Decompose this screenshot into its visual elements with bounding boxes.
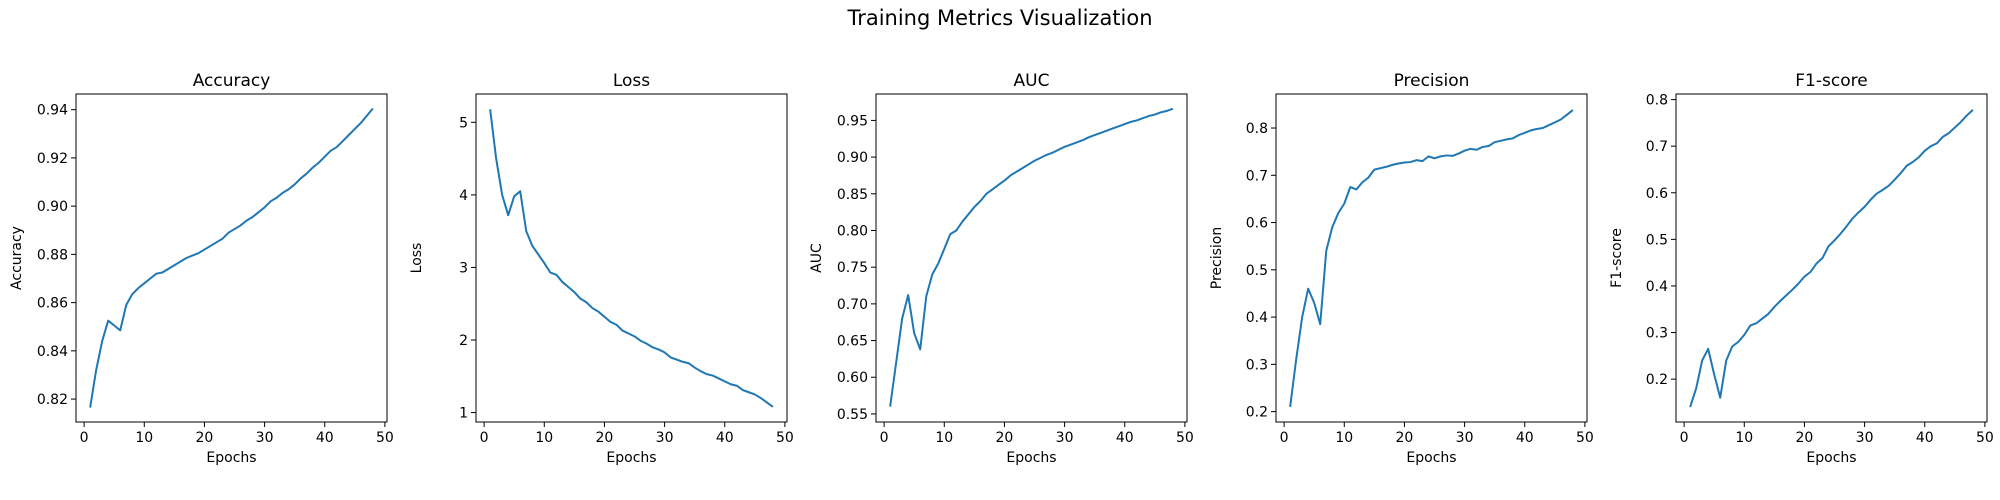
y-tick-label: 0.82 (37, 392, 68, 408)
x-tick-label: 40 (716, 430, 734, 446)
x-tick-label: 40 (1516, 430, 1534, 446)
x-tick-label: 30 (1056, 430, 1074, 446)
y-tick-label: 0.5 (1246, 263, 1268, 279)
panel-title: Loss (613, 71, 650, 91)
x-tick-label: 50 (1976, 430, 1994, 446)
chart-panel-loss: Loss 0 10 20 30 40 50 1 2 3 4 5 Epochs Loss (409, 71, 794, 466)
x-tick-label: 40 (316, 430, 334, 446)
x-axis-label: Epochs (1406, 450, 1456, 466)
x-tick-label: 20 (596, 430, 614, 446)
x-tick-label: 40 (1916, 430, 1934, 446)
plot-frame (75, 93, 388, 423)
x-tick-label: 20 (996, 430, 1014, 446)
y-axis-label: Precision (1209, 227, 1225, 289)
y-axis-label: AUC (809, 243, 825, 273)
y-tick-label: 0.2 (1246, 405, 1268, 421)
y-tick-label: 0.80 (837, 223, 868, 239)
x-axis-label: Epochs (606, 450, 656, 466)
y-tick-label: 0.3 (1646, 326, 1668, 342)
panel-title: AUC (1014, 71, 1050, 91)
y-tick-label: 0.92 (37, 151, 68, 167)
x-tick-label: 50 (376, 430, 394, 446)
y-tick-label: 0.85 (837, 187, 868, 203)
x-tick-label: 0 (80, 430, 89, 446)
x-tick-label: 40 (1116, 430, 1134, 446)
series-line (489, 109, 774, 408)
y-tick-label: 0.2 (1646, 372, 1668, 388)
y-tick-label: 0.8 (1246, 121, 1268, 137)
y-tick-label: 0.3 (1246, 357, 1268, 373)
y-tick-label: 0.5 (1646, 232, 1668, 248)
y-tick-label: 0.4 (1646, 279, 1668, 295)
x-tick-label: 0 (480, 430, 489, 446)
y-tick-label: 0.7 (1646, 139, 1668, 155)
y-tick-label: 5 (459, 115, 468, 131)
panel-title: Precision (1394, 71, 1470, 91)
x-tick-label: 10 (1735, 430, 1753, 446)
y-tick-label: 0.7 (1246, 168, 1268, 184)
chart-panel-precision: Precision 0 10 20 30 40 50 0.2 0.3 0.4 0.5 0.6 0.7 0.… (1209, 71, 1594, 466)
x-tick-label: 30 (256, 430, 274, 446)
figure-title: Training Metrics Visualization (846, 6, 1152, 30)
x-tick-label: 50 (1576, 430, 1594, 446)
y-axis-label: Loss (409, 243, 425, 274)
y-tick-label: 1 (459, 406, 468, 422)
y-tick-label: 0.6 (1246, 216, 1268, 232)
chart-panel-auc: AUC 0 10 20 30 40 50 0.55 0.60 0.65 0.70 0.75 0.80 0.… (809, 71, 1194, 466)
x-tick-label: 0 (1680, 430, 1689, 446)
plot-frame (1275, 93, 1588, 423)
x-tick-label: 20 (1796, 430, 1814, 446)
plot-frame (1675, 93, 1988, 423)
y-tick-label: 0.94 (37, 103, 68, 119)
y-tick-label: 0.4 (1246, 310, 1268, 326)
y-axis-label: F1-score (1609, 228, 1625, 288)
x-tick-label: 0 (1280, 430, 1289, 446)
x-axis-label: Epochs (1806, 450, 1856, 466)
x-tick-label: 30 (1856, 430, 1874, 446)
y-tick-label: 0.90 (37, 199, 68, 215)
x-tick-label: 30 (1456, 430, 1474, 446)
x-tick-label: 10 (535, 430, 553, 446)
x-tick-label: 10 (1335, 430, 1353, 446)
y-tick-label: 0.65 (837, 334, 868, 350)
y-tick-label: 4 (459, 188, 468, 204)
y-tick-label: 0.86 (37, 296, 68, 312)
y-tick-label: 3 (459, 260, 468, 276)
y-tick-label: 0.6 (1646, 186, 1668, 202)
x-tick-label: 0 (880, 430, 889, 446)
x-axis-label: Epochs (1006, 450, 1056, 466)
y-axis-label: Accuracy (9, 226, 25, 290)
x-tick-label: 50 (1176, 430, 1194, 446)
y-tick-label: 0.95 (837, 113, 868, 129)
y-tick-label: 2 (459, 333, 468, 349)
panel-title: Accuracy (193, 71, 271, 91)
y-tick-label: 0.75 (837, 260, 868, 276)
x-tick-label: 20 (1396, 430, 1414, 446)
y-tick-label: 0.55 (837, 407, 868, 423)
chart-panel-accuracy: Accuracy 0 10 20 30 40 50 0.82 0.84 0.86 0.88 0.90 0… (9, 71, 394, 466)
y-tick-label: 0.84 (37, 344, 68, 360)
x-tick-label: 30 (656, 430, 674, 446)
plot-frame (475, 93, 788, 423)
plot-frame (875, 93, 1188, 423)
x-tick-label: 10 (935, 430, 953, 446)
panel-title: F1-score (1795, 71, 1867, 91)
x-tick-label: 20 (196, 430, 214, 446)
x-tick-label: 50 (776, 430, 794, 446)
y-tick-label: 0.70 (837, 297, 868, 313)
y-tick-label: 0.90 (837, 150, 868, 166)
y-tick-label: 0.88 (37, 247, 68, 263)
series-line (889, 107, 1174, 407)
y-tick-label: 0.60 (837, 370, 868, 386)
series-line (1289, 109, 1574, 408)
chart-panel-f1-score: F1-score 0 10 20 30 40 50 0.2 0.3 0.4 0.5 0.6 0.7 0.8… (1609, 71, 1994, 466)
x-tick-label: 10 (135, 430, 153, 446)
y-tick-label: 0.8 (1646, 93, 1668, 109)
series-line (1689, 109, 1974, 408)
series-line (89, 107, 374, 408)
x-axis-label: Epochs (206, 450, 256, 466)
